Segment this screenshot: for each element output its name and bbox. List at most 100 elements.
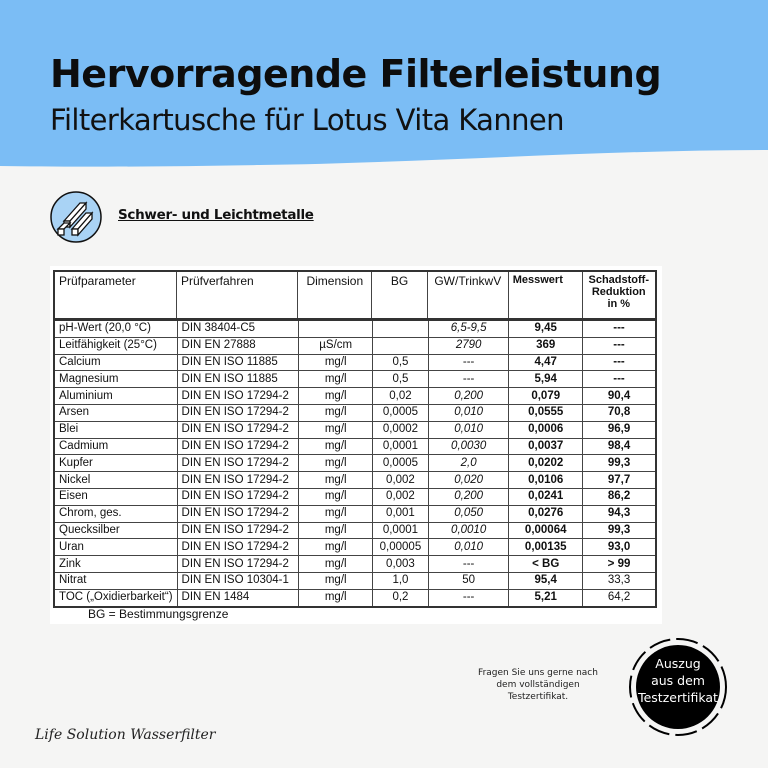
badge-line: Auszug bbox=[655, 656, 701, 671]
page-subtitle: Filterkartusche für Lotus Vita Kannen bbox=[50, 103, 565, 137]
cell-limit: 2,0 bbox=[427, 454, 510, 473]
cell-bg: 0,2 bbox=[371, 588, 429, 608]
cell-method: DIN EN 27888 bbox=[176, 336, 300, 355]
cell-parameter: Nitrat bbox=[53, 571, 178, 590]
cell-parameter: Cadmium bbox=[53, 437, 178, 456]
column-header: BG bbox=[371, 270, 428, 320]
cell-limit: 2790 bbox=[427, 336, 510, 355]
cell-dimension: mg/l bbox=[298, 387, 373, 405]
cell-dimension: mg/l bbox=[298, 353, 373, 372]
cell-measured: 0,079 bbox=[508, 387, 584, 405]
cell-limit: --- bbox=[427, 353, 510, 372]
table-row: Quecksilber DIN EN ISO 17294-2 mg/l 0,0001 0… bbox=[53, 521, 657, 540]
cell-reduction: --- bbox=[582, 370, 657, 389]
cell-reduction: 86,2 bbox=[582, 487, 657, 506]
category-label: Schwer- und Leichtmetalle bbox=[118, 207, 314, 223]
cell-measured: 4,47 bbox=[508, 353, 584, 372]
column-header: GW/TrinkwV bbox=[426, 270, 509, 320]
cell-dimension: µS/cm bbox=[298, 336, 373, 355]
cell-method: DIN EN ISO 17294-2 bbox=[176, 454, 300, 473]
table-row: Kupfer DIN EN ISO 17294-2 mg/l 0,0005 2,0 0,0… bbox=[53, 454, 657, 473]
cell-reduction: 93,0 bbox=[582, 538, 657, 557]
cell-bg: 0,003 bbox=[371, 555, 429, 573]
cell-dimension: mg/l bbox=[298, 487, 373, 506]
table-row: Uran DIN EN ISO 17294-2 mg/l 0,00005 0,010 0,… bbox=[53, 538, 657, 557]
table-row: Calcium DIN EN ISO 11885 mg/l 0,5 --- 4,47 --- bbox=[53, 353, 657, 372]
cell-parameter: Magnesium bbox=[53, 370, 178, 389]
cell-measured: 5,94 bbox=[508, 370, 584, 389]
cell-parameter: Nickel bbox=[53, 471, 178, 489]
table-row: Eisen DIN EN ISO 17294-2 mg/l 0,002 0,200 0,0… bbox=[53, 487, 657, 506]
cell-measured: 0,00135 bbox=[508, 538, 584, 557]
table-row: Aluminium DIN EN ISO 17294-2 mg/l 0,02 0,200… bbox=[53, 387, 657, 405]
cell-reduction: 97,7 bbox=[582, 471, 657, 489]
cell-reduction: 90,4 bbox=[582, 387, 657, 405]
cell-bg: 0,0005 bbox=[371, 403, 429, 422]
table-row: Blei DIN EN ISO 17294-2 mg/l 0,0002 0,010 0,0… bbox=[53, 420, 657, 439]
cell-reduction: --- bbox=[582, 319, 657, 338]
badge-text: Auszug aus dem Testzertifikat bbox=[628, 655, 728, 706]
page-title: Hervorragende Filterleistung bbox=[50, 52, 662, 96]
cell-measured: 0,0241 bbox=[508, 487, 584, 506]
cell-dimension: mg/l bbox=[298, 521, 373, 540]
cell-method: DIN EN 1484 bbox=[176, 588, 300, 608]
cell-measured: 5,21 bbox=[508, 588, 584, 608]
certificate-badge bbox=[629, 638, 727, 736]
cell-parameter: Leitfähigkeit (25°C) bbox=[53, 336, 178, 355]
cell-method: DIN EN ISO 17294-2 bbox=[176, 471, 300, 489]
cell-limit: 0,200 bbox=[427, 387, 510, 405]
column-header: Prüfparameter bbox=[53, 270, 177, 320]
table-header: Prüfparameter Prüfverfahren Dimension BG… bbox=[53, 270, 657, 320]
cell-dimension: mg/l bbox=[298, 571, 373, 590]
cell-parameter: Uran bbox=[53, 538, 178, 557]
test-certificate-excerpt: Prüfparameter Prüfverfahren Dimension BG… bbox=[50, 266, 662, 624]
cell-measured: 0,00064 bbox=[508, 521, 584, 540]
column-header: Messwert bbox=[507, 270, 583, 320]
cell-bg: 0,0001 bbox=[371, 437, 429, 456]
cell-method: DIN EN ISO 17294-2 bbox=[176, 487, 300, 506]
cell-parameter: Calcium bbox=[53, 353, 178, 372]
cell-method: DIN EN ISO 10304-1 bbox=[176, 571, 300, 590]
cell-dimension: mg/l bbox=[298, 454, 373, 473]
table-footnote: BG = Bestimmungsgrenze bbox=[88, 607, 229, 621]
table-row: Chrom, ges. DIN EN ISO 17294-2 mg/l 0,001 0,… bbox=[53, 504, 657, 523]
cell-reduction: --- bbox=[582, 336, 657, 355]
cell-reduction: --- bbox=[582, 353, 657, 372]
cell-limit: 0,200 bbox=[427, 487, 510, 506]
cell-reduction: > 99 bbox=[582, 555, 657, 573]
cell-limit: 0,020 bbox=[427, 471, 510, 489]
table-row: Cadmium DIN EN ISO 17294-2 mg/l 0,0001 0,003… bbox=[53, 437, 657, 456]
cell-measured: 0,0006 bbox=[508, 420, 584, 439]
column-header: Dimension bbox=[297, 270, 373, 320]
cell-bg bbox=[371, 319, 429, 338]
cell-dimension: mg/l bbox=[298, 504, 373, 523]
cell-measured: 0,0106 bbox=[508, 471, 584, 489]
cell-dimension: mg/l bbox=[298, 555, 373, 573]
cell-bg: 0,002 bbox=[371, 471, 429, 489]
header-banner bbox=[0, 0, 768, 167]
cell-limit: --- bbox=[427, 588, 510, 608]
cell-bg: 0,00005 bbox=[371, 538, 429, 557]
cell-reduction: 70,8 bbox=[582, 403, 657, 422]
cell-bg: 0,5 bbox=[371, 370, 429, 389]
table-row: Magnesium DIN EN ISO 11885 mg/l 0,5 --- 5,94-… bbox=[53, 370, 657, 389]
cell-limit: --- bbox=[427, 555, 510, 573]
cell-bg: 0,0002 bbox=[371, 420, 429, 439]
cell-measured: 95,4 bbox=[508, 571, 584, 590]
cell-limit: --- bbox=[427, 370, 510, 389]
table-row: pH-Wert (20,0 °C) DIN 38404-C5 6,5-9,5 9,45… bbox=[53, 319, 657, 338]
cell-method: DIN 38404-C5 bbox=[176, 319, 300, 338]
cell-method: DIN EN ISO 17294-2 bbox=[176, 420, 300, 439]
metal-bars-icon bbox=[50, 191, 102, 243]
badge-line: aus dem bbox=[651, 673, 705, 688]
cell-reduction: 99,3 bbox=[582, 521, 657, 540]
cell-bg: 1,0 bbox=[371, 571, 429, 590]
cell-parameter: Chrom, ges. bbox=[53, 504, 178, 523]
cell-method: DIN EN ISO 17294-2 bbox=[176, 555, 300, 573]
cell-parameter: Aluminium bbox=[53, 387, 178, 405]
request-certificate-text: Fragen Sie uns gerne nach dem vollständi… bbox=[478, 668, 598, 702]
cell-reduction: 94,3 bbox=[582, 504, 657, 523]
table-row: Zink DIN EN ISO 17294-2 mg/l 0,003 --- < BG > … bbox=[53, 555, 657, 573]
cell-parameter: Quecksilber bbox=[53, 521, 178, 540]
cell-method: DIN EN ISO 17294-2 bbox=[176, 504, 300, 523]
